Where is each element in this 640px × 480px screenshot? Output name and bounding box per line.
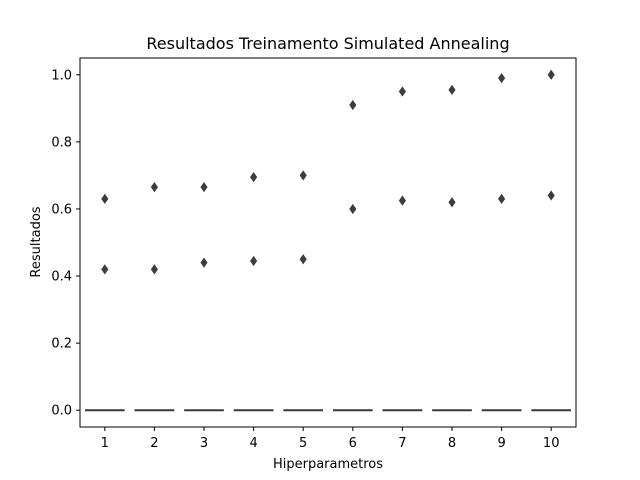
outlier-point-4 (250, 171, 258, 183)
outlier-point-1 (101, 193, 109, 205)
outlier-point-8 (448, 84, 456, 95)
plot-frame (79, 57, 577, 428)
outlier-point-8 (448, 197, 456, 208)
x-axis-label: Hiperparametros (273, 457, 383, 472)
outlier-point-6 (349, 99, 357, 111)
outlier-point-2 (150, 182, 158, 193)
outlier-point-5 (299, 170, 307, 181)
y-tick-label: 1.0 (51, 68, 72, 83)
chart-title: Resultados Treinamento Simulated Anneali… (146, 34, 509, 53)
outlier-point-10 (547, 190, 555, 201)
outlier-point-6 (349, 203, 357, 215)
outlier-point-3 (200, 182, 208, 193)
x-tick-label: 3 (200, 436, 208, 451)
y-tick-label: 0.2 (51, 337, 72, 352)
outlier-point-9 (498, 193, 506, 205)
x-tick-label: 5 (299, 436, 307, 451)
y-tick-label: 0.6 (51, 202, 72, 217)
x-tick-label: 9 (497, 436, 505, 451)
outlier-point-5 (299, 254, 307, 265)
y-axis-label: Resultados (29, 206, 44, 277)
x-tick-label: 4 (249, 436, 257, 451)
x-tick-label: 10 (543, 436, 560, 451)
x-tick-label: 6 (349, 436, 357, 451)
x-tick-label: 7 (398, 436, 406, 451)
outlier-point-2 (150, 264, 158, 275)
x-tick-label: 2 (150, 436, 158, 451)
plot-area: 0.0 0.2 0.4 0.6 0.8 1.0 1 2 3 4 5 6 7 8 9 10 (51, 57, 577, 451)
x-tick-label: 1 (101, 436, 109, 451)
outlier-point-7 (398, 195, 406, 206)
outlier-point-7 (398, 86, 406, 97)
y-tick-label: 0.0 (51, 404, 72, 419)
outlier-point-1 (101, 264, 109, 275)
outlier-point-9 (498, 73, 506, 84)
x-tick-label: 8 (448, 436, 456, 451)
y-tick-label: 0.4 (51, 270, 72, 285)
outlier-point-4 (250, 255, 258, 267)
y-tick-label: 0.8 (51, 135, 72, 150)
outlier-point-10 (547, 69, 555, 80)
outlier-point-3 (200, 257, 208, 268)
